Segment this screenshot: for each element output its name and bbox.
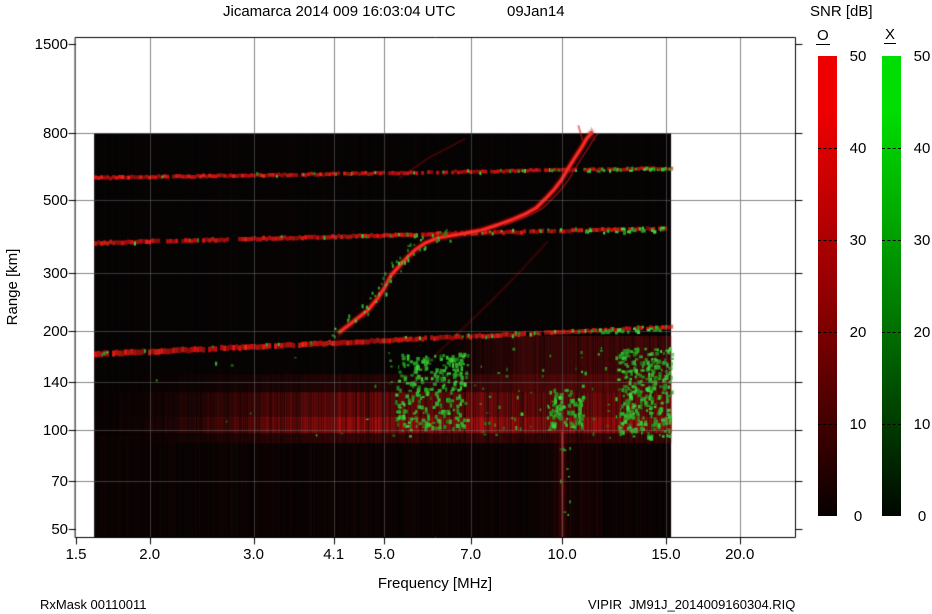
y-tick-label: 70 [51, 472, 68, 490]
colorbar-tick-dash [882, 148, 901, 149]
colorbar-tick-label: 40 [849, 140, 867, 157]
colorbar-title: SNR [dB] [810, 3, 873, 20]
colorbar-tick-dash [882, 424, 901, 425]
rx-mask-annotation: RxMask 00110011 [40, 597, 147, 612]
x-tick-label: 2.0 [139, 546, 161, 563]
plot-date: 09Jan14 [507, 3, 565, 20]
colorbar-tick-label: 10 [913, 416, 931, 433]
x-tick-label: 7.0 [460, 546, 482, 563]
colorbar-tick-label: 30 [849, 232, 867, 249]
y-tick-label: 100 [42, 422, 68, 439]
colorbar-tick-label: 50 [913, 48, 931, 65]
x-tick-label: 5.0 [374, 546, 395, 563]
x-tick-label: 3.0 [243, 546, 265, 563]
colorbar-tick-dash [818, 240, 837, 241]
plot-title: Jicamarca 2014 009 16:03:04 UTC [223, 3, 456, 20]
x-tick-label: 4.1 [323, 546, 345, 563]
y-axis-label: Range [km] [4, 248, 21, 326]
data-file-annotation: VIPIR JM91J_2014009160304.RIQ [588, 597, 796, 612]
colorbar-tick-label: 50 [849, 48, 867, 65]
colorbar-tick-label: 20 [913, 324, 931, 341]
y-tick-label: 50 [51, 520, 68, 538]
x-mode-label: X [884, 26, 897, 44]
colorbar-tick-label: 20 [849, 324, 867, 341]
colorbar-tick-label: 30 [913, 232, 931, 249]
x-tick-label: 15.0 [651, 546, 681, 563]
colorbar-tick-label: 40 [913, 140, 931, 157]
o-mode-label: O [816, 27, 830, 45]
colorbar-tick-dash [818, 332, 837, 333]
y-tick-label: 500 [42, 192, 68, 210]
y-tick-label: 200 [42, 323, 68, 341]
x-axis-label: Frequency [MHz] [377, 575, 493, 592]
colorbar-tick-dash [882, 240, 901, 241]
x-tick-label: 1.5 [65, 546, 87, 563]
colorbar-tick-label: 0 [853, 508, 863, 525]
y-tick-label: 1500 [34, 35, 68, 53]
y-tick-label: 300 [42, 265, 68, 283]
y-tick-label: 800 [42, 125, 68, 143]
colorbar-tick-dash [882, 332, 901, 333]
colorbar-tick-label: 0 [917, 508, 927, 525]
x-mode-colorbar [882, 56, 901, 516]
colorbar-tick-dash [818, 148, 837, 149]
colorbar-tick-label: 10 [849, 416, 867, 433]
x-tick-label: 10.0 [547, 546, 577, 563]
colorbar-tick-dash [818, 424, 837, 425]
o-mode-colorbar [818, 56, 837, 516]
y-tick-label: 140 [42, 374, 68, 391]
x-tick-label: 20.0 [725, 546, 755, 563]
